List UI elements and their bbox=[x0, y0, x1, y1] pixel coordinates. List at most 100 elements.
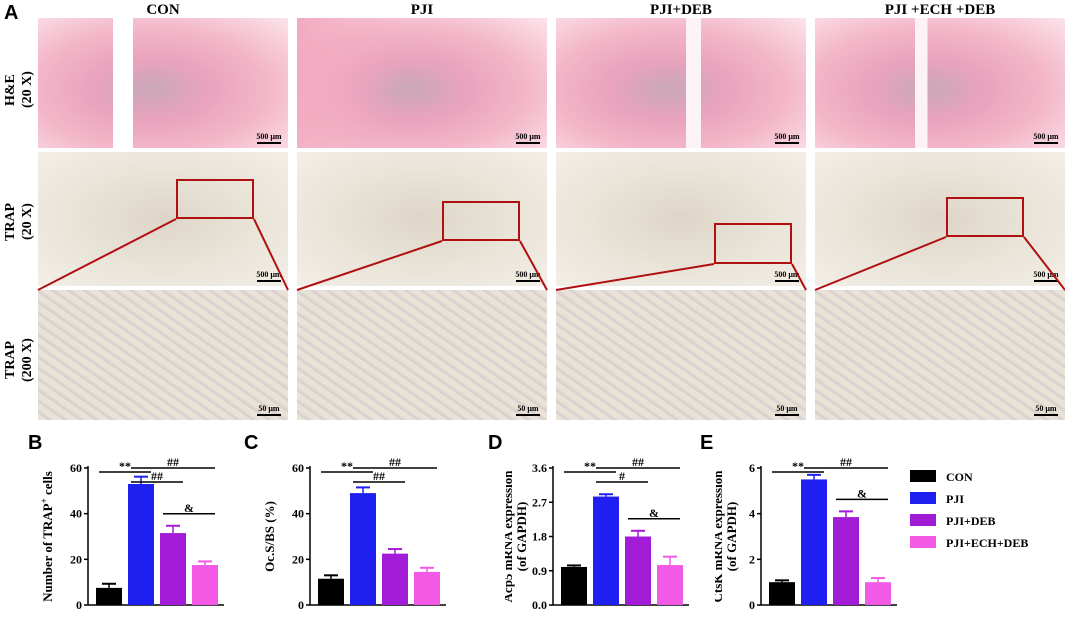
micrograph-trap-200x-con: 50 μm bbox=[38, 290, 288, 420]
scale-bar-line bbox=[1034, 414, 1058, 416]
zoom-line-right-pji-deb bbox=[791, 263, 807, 291]
chart-ocs-bs: Oc.S/BS (%) 0 20 40 60 ** ## ## bbox=[262, 455, 446, 612]
y-tick-label: 6 bbox=[749, 461, 755, 475]
y-tick-label: 1.8 bbox=[532, 530, 547, 544]
scale-bar-label: 50 μm bbox=[1035, 404, 1057, 413]
roi-box-pji-deb bbox=[714, 223, 792, 264]
scale-bar-label: 500 μm bbox=[515, 270, 541, 279]
significance-mark: ## bbox=[373, 469, 385, 483]
micrograph-trap-200x-pji-deb: 50 μm bbox=[556, 290, 806, 420]
scale-bar-label: 500 μm bbox=[1033, 270, 1059, 279]
zoom-line-left-pji bbox=[296, 240, 443, 291]
significance-mark: ## bbox=[389, 455, 401, 469]
y-tick-label: 40 bbox=[70, 507, 82, 521]
legend-swatch bbox=[910, 492, 936, 504]
scale-bar-label: 500 μm bbox=[256, 270, 282, 279]
scale-bar-label: 500 μm bbox=[774, 132, 800, 141]
panel-letter-d: D bbox=[488, 432, 503, 454]
scale-bar-line bbox=[257, 280, 281, 282]
bar-pji bbox=[350, 493, 376, 605]
scale-bar-label: 50 μm bbox=[517, 404, 539, 413]
column-header-con: CON bbox=[146, 2, 180, 18]
scale-bar-line bbox=[516, 280, 540, 282]
significance-mark: ** bbox=[341, 459, 353, 473]
y-tick-label: 20 bbox=[70, 552, 82, 566]
scale-bar: 500 μm bbox=[513, 132, 543, 144]
scale-bar-line bbox=[257, 142, 281, 144]
y-tick-label: 0 bbox=[298, 598, 304, 612]
y-axis-label: CtsK mRNA expression(of GAPDH) bbox=[715, 470, 739, 603]
scale-bar-line bbox=[516, 142, 540, 144]
legend-swatch bbox=[910, 536, 936, 548]
y-tick-label: 2.7 bbox=[532, 495, 547, 509]
significance-mark: ** bbox=[584, 459, 596, 473]
scale-bar-line bbox=[1034, 280, 1058, 282]
bar-pji-deb bbox=[833, 517, 859, 605]
significance-mark: ## bbox=[167, 455, 179, 469]
y-tick-label: 2 bbox=[749, 552, 755, 566]
micrograph-trap-20x-pji: 500 μm bbox=[297, 152, 547, 286]
significance-mark: & bbox=[649, 506, 659, 520]
roi-box-pji bbox=[442, 201, 520, 241]
significance-mark: ## bbox=[840, 455, 852, 469]
chart-acp5: Acp5 mRNA expression(of GAPDH)0.0 0.9 1.8 2… bbox=[505, 455, 689, 612]
zoom-line-left-con bbox=[37, 218, 177, 291]
bar-con bbox=[318, 578, 344, 605]
bar-pji-deb bbox=[160, 533, 186, 605]
scale-bar-line bbox=[1034, 142, 1058, 144]
scale-bar-label: 500 μm bbox=[774, 270, 800, 279]
y-tick-label: 20 bbox=[292, 552, 304, 566]
bar-pji-ech-deb bbox=[865, 582, 891, 605]
y-tick-label: 4 bbox=[749, 507, 755, 521]
bar-con bbox=[769, 582, 795, 605]
significance-mark: ## bbox=[151, 469, 163, 483]
y-axis-label: Number of TRAP+ cells bbox=[40, 471, 55, 602]
zoom-line-right-pji-ech-deb bbox=[1023, 236, 1065, 291]
y-tick-label: 3.6 bbox=[532, 461, 547, 475]
y-tick-label: 0.0 bbox=[532, 598, 547, 612]
bar-pji-ech-deb bbox=[192, 565, 218, 605]
scale-bar: 50 μm bbox=[513, 404, 543, 416]
bar-pji-deb bbox=[625, 536, 651, 605]
scale-bar-line bbox=[516, 414, 540, 416]
micrograph-trap-200x-pji-ech-deb: 50 μm bbox=[815, 290, 1065, 420]
bar-pji-ech-deb bbox=[414, 571, 440, 605]
bar-pji bbox=[128, 483, 154, 605]
column-header-pji-ech-deb: PJI +ECH +DEB bbox=[884, 2, 996, 18]
scale-bar: 50 μm bbox=[254, 404, 284, 416]
bar-pji bbox=[801, 479, 827, 605]
micrograph-he-pji: 500 μm bbox=[297, 18, 547, 148]
scale-bar-label: 50 μm bbox=[258, 404, 280, 413]
y-tick-label: 40 bbox=[292, 507, 304, 521]
panel-letter-b: B bbox=[28, 432, 43, 454]
scale-bar: 500 μm bbox=[1031, 132, 1061, 144]
scale-bar: 500 μm bbox=[772, 132, 802, 144]
legend-label: PJI+DEB bbox=[946, 514, 996, 528]
y-axis-label: Acp5 mRNA expression(of GAPDH) bbox=[505, 470, 529, 603]
legend-label: CON bbox=[946, 470, 973, 484]
scale-bar: 500 μm bbox=[254, 132, 284, 144]
roi-box-con bbox=[176, 179, 254, 219]
scale-bar: 500 μm bbox=[254, 270, 284, 282]
significance-mark: & bbox=[857, 486, 867, 500]
scale-bar: 50 μm bbox=[772, 404, 802, 416]
bar-pji-deb bbox=[382, 553, 408, 605]
significance-mark: ** bbox=[792, 459, 804, 473]
legend-label: PJI bbox=[946, 492, 964, 506]
significance-mark: # bbox=[619, 469, 625, 483]
y-tick-label: 60 bbox=[70, 461, 82, 475]
panel-letter-a: A bbox=[4, 2, 19, 24]
zoom-line-right-con bbox=[253, 218, 289, 291]
significance-mark: & bbox=[184, 501, 194, 515]
scale-bar: 500 μm bbox=[1031, 270, 1061, 282]
panel-letter-e: E bbox=[700, 432, 714, 454]
micrograph-he-con: 500 μm bbox=[38, 18, 288, 148]
scale-bar-label: 500 μm bbox=[256, 132, 282, 141]
scale-bar-line bbox=[775, 142, 799, 144]
significance-mark: ## bbox=[632, 455, 644, 469]
scale-bar-label: 500 μm bbox=[1033, 132, 1059, 141]
y-tick-label: 0.9 bbox=[532, 564, 547, 578]
zoom-line-right-pji bbox=[519, 240, 548, 291]
scale-bar-label: 500 μm bbox=[515, 132, 541, 141]
